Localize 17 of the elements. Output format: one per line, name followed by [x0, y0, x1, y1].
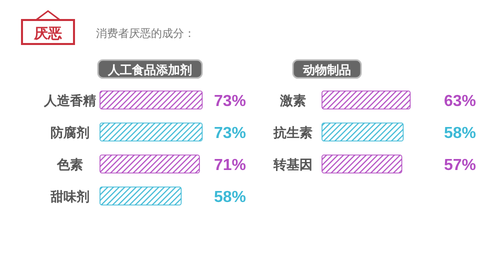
y-tick-label: 色素	[56, 157, 83, 173]
y-tick-label: 甜味剂	[50, 189, 90, 205]
y-tick-label: 抗生素	[272, 125, 312, 141]
chart-title: 消费者厌恶的成分：	[96, 27, 195, 40]
data-label: 73%	[214, 125, 246, 142]
data-label: 58%	[214, 189, 246, 206]
data-label: 71%	[214, 157, 246, 174]
chart-subtitle: 人工食品添加剂	[107, 63, 192, 77]
data-label: 58%	[444, 125, 476, 142]
y-tick-label: 转基因	[272, 158, 312, 173]
chart-subtitle: 动物制品	[302, 63, 351, 77]
data-label: 73%	[214, 93, 246, 110]
data-label: 57%	[444, 157, 476, 174]
y-tick-label: 防腐剂	[50, 125, 90, 141]
y-tick-label: 人造香精	[43, 93, 96, 109]
data-label: 63%	[444, 93, 476, 110]
y-tick-label: 激素	[279, 93, 306, 109]
